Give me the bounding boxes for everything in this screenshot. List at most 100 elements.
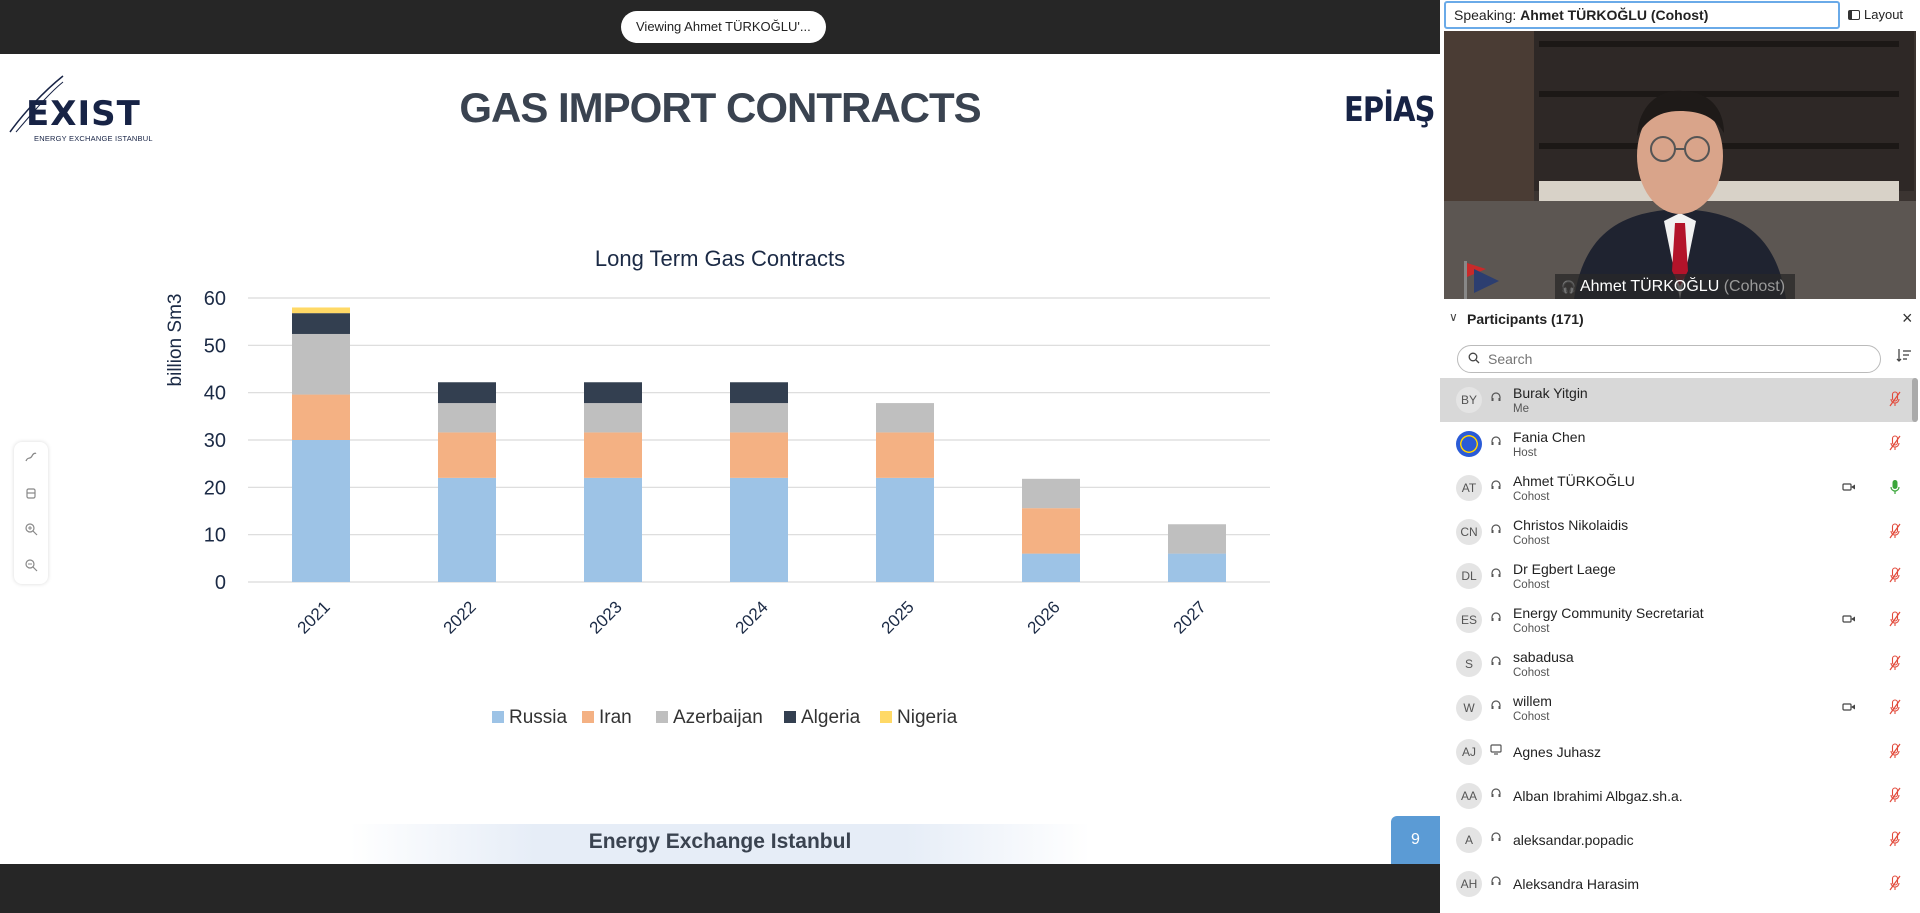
participant-row[interactable]: AT Ahmet TÜRKOĞLU Cohost [1440,466,1916,510]
sort-icon[interactable] [1893,347,1915,369]
bar-segment-azerbaijan-2026 [1022,478,1080,509]
camera-icon [1842,700,1856,714]
meeting-side-panel: Speaking: Ahmet TÜRKOĞLU (Cohost) Layout [1440,0,1920,913]
bar-segment-azerbaijan-2022 [438,403,496,433]
zoom-out-icon[interactable] [22,558,40,576]
legend-swatch-iran [582,711,594,723]
bar-segment-nigeria-2021 [292,307,350,314]
participant-name: Alban Ibrahimi Albgaz.sh.a. [1513,788,1683,804]
microphone-muted-icon[interactable] [1889,654,1901,672]
participant-name: willem [1513,693,1552,709]
participant-row[interactable]: CN Christos Nikolaidis Cohost [1440,510,1916,554]
footer-band [350,824,1090,864]
headset-icon [1490,611,1504,625]
avatar: A [1456,827,1482,853]
chevron-down-icon[interactable]: ∨ [1449,310,1458,324]
slide-title: GAS IMPORT CONTRACTS [459,84,981,131]
participant-search[interactable] [1457,345,1881,373]
legend-swatch-algeria [784,711,796,723]
bar-segment-iran-2023 [584,432,642,478]
close-icon[interactable]: × [1902,308,1913,328]
microphone-muted-icon[interactable] [1889,786,1901,804]
avatar: BY [1456,387,1482,413]
search-input[interactable] [1488,349,1868,369]
eraser-icon[interactable] [22,486,40,504]
bar-segment-iran-2026 [1022,508,1080,554]
legend-label-iran: Iran [599,707,632,728]
presentation-slide: EXIST ENERGY EXCHANGE ISTANBUL GAS IMPOR… [0,54,1440,864]
participant-row[interactable]: BY Burak Yitgin Me [1440,378,1916,422]
bar-segment-russia-2026 [1022,553,1080,582]
bar-segment-algeria-2021 [292,313,350,334]
microphone-muted-icon[interactable] [1889,742,1901,760]
speaker-video-frame [1444,31,1916,299]
microphone-muted-icon[interactable] [1889,874,1901,892]
microphone-muted-icon[interactable] [1889,610,1901,628]
participants-header: ∨ Participants (171) × [1440,308,1920,332]
participant-name: Agnes Juhasz [1513,744,1601,760]
microphone-on-icon[interactable] [1889,478,1901,496]
computer-audio-icon [1490,743,1504,757]
bar-segment-russia-2021 [292,440,350,582]
participant-role: Host [1513,447,1537,459]
participant-name: Energy Community Secretariat [1513,605,1704,621]
microphone-muted-icon[interactable] [1889,698,1901,716]
y-tick-label: 50 [204,335,226,357]
avatar: AA [1456,783,1482,809]
avatar: AT [1456,475,1482,501]
zoom-in-icon[interactable] [22,522,40,540]
bar-segment-iran-2021 [292,394,350,440]
annotate-icon[interactable] [22,450,40,468]
participant-row[interactable]: ES Energy Community Secretariat Cohost [1440,598,1916,642]
microphone-muted-icon[interactable] [1889,390,1901,408]
bar-segment-russia-2022 [438,477,496,582]
layout-button[interactable]: Layout [1848,3,1918,27]
layout-label: Layout [1864,7,1904,22]
bar-segment-iran-2025 [876,432,934,478]
speaker-video[interactable]: 🎧 Ahmet TÜRKOĞLU (Cohost) [1444,31,1916,299]
headset-icon [1490,875,1504,889]
participant-name: Burak Yitgin [1513,385,1588,401]
search-icon [1468,351,1480,367]
x-tick-label: 2022 [440,597,480,637]
bar-segment-azerbaijan-2021 [292,333,350,395]
shared-screen-area: Viewing Ahmet TÜRKOĞLU'... EXIST ENERGY … [0,11,1440,864]
y-tick-label: 40 [204,383,226,405]
viewing-indicator[interactable]: Viewing Ahmet TÜRKOĞLU'... [621,11,826,43]
y-tick-label: 20 [204,477,226,499]
chart-y-axis-label: billion Sm3 [165,294,186,387]
microphone-muted-icon[interactable] [1889,522,1901,540]
participant-row[interactable]: Fania Chen Host [1440,422,1916,466]
headset-icon [1490,831,1504,845]
participant-name: sabadusa [1513,649,1574,665]
active-speaker-field[interactable]: Speaking: Ahmet TÜRKOĞLU (Cohost) [1444,1,1840,29]
bar-segment-iran-2022 [438,432,496,478]
legend-label-algeria: Algeria [801,707,861,728]
participants-scrollbar[interactable] [1912,378,1918,422]
microphone-muted-icon[interactable] [1889,830,1901,848]
video-role-text: (Cohost) [1723,278,1786,295]
exist-logo-word: EXIST [26,94,141,134]
legend-swatch-azerbaijan [656,711,668,723]
x-tick-label: 2023 [586,597,626,637]
epias-logo: EPİAŞ [1344,90,1435,130]
participant-role: Cohost [1513,491,1550,503]
participant-role: Me [1513,403,1529,415]
participant-row[interactable]: AJ Agnes Juhasz [1440,730,1916,774]
bar-segment-azerbaijan-2024 [730,403,788,433]
camera-icon [1842,612,1856,626]
participant-row[interactable]: DL Dr Egbert Laege Cohost [1440,554,1916,598]
legend-swatch-nigeria [880,711,892,723]
slide-page-number: 9 [1391,816,1440,864]
headset-icon [1490,479,1504,493]
avatar: W [1456,695,1482,721]
headset-icon [1490,567,1504,581]
participant-row[interactable]: AA Alban Ibrahimi Albgaz.sh.a. [1440,774,1916,818]
bar-segment-algeria-2022 [438,382,496,404]
microphone-muted-icon[interactable] [1889,434,1901,452]
participant-row[interactable]: AH Aleksandra Harasim [1440,862,1916,906]
microphone-muted-icon[interactable] [1889,566,1901,584]
